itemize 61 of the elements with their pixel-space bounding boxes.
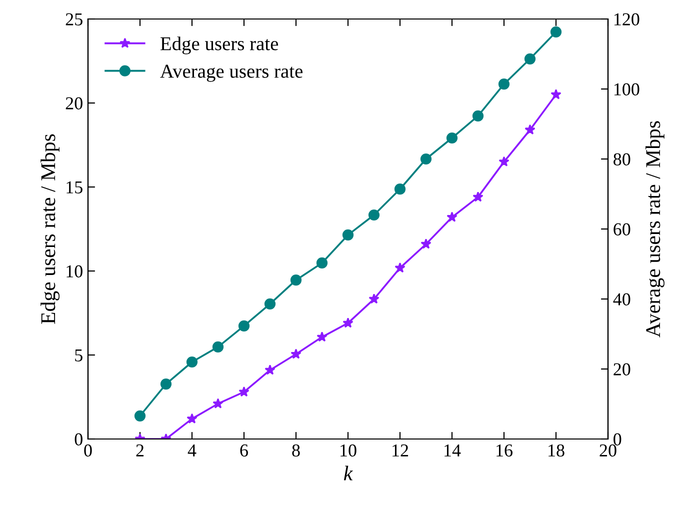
- point: [342, 318, 354, 328]
- point: [446, 132, 458, 144]
- x-axis-title: k: [344, 466, 353, 480]
- point: [498, 78, 510, 90]
- x-tick-label: 6: [240, 444, 248, 457]
- point: [264, 364, 276, 375]
- y2-tick-label: 100: [614, 83, 640, 96]
- point: [394, 184, 406, 195]
- point: [212, 398, 224, 408]
- point: [420, 153, 432, 165]
- x-tick-label: 12: [392, 444, 408, 456]
- y2-tick-label: 80: [614, 153, 630, 166]
- x-tick-label: 16: [496, 444, 512, 457]
- point: [498, 156, 510, 166]
- x-tick-label: 18: [548, 444, 564, 457]
- x-tick-label: 10: [340, 444, 356, 457]
- point: [472, 192, 484, 202]
- point: [186, 413, 198, 424]
- point: [446, 212, 458, 222]
- point: [316, 257, 328, 269]
- point: [368, 209, 380, 221]
- point: [550, 89, 562, 100]
- point: [238, 320, 250, 332]
- x-tick-label: 2: [136, 444, 144, 456]
- y-tick-label: 25: [66, 13, 82, 26]
- y-axis-title: Edge users rate / Mbps: [40, 134, 60, 324]
- y-tick-label: 10: [66, 265, 82, 278]
- point: [316, 331, 328, 342]
- y2-tick-label: 120: [614, 13, 640, 26]
- y2-tick-label: 60: [614, 223, 630, 236]
- point: [368, 294, 380, 304]
- point: [160, 378, 172, 390]
- x-tick-label: 20: [600, 444, 616, 457]
- legend-label: Edge users rate: [160, 36, 278, 54]
- y2-tick-label: 0: [614, 433, 622, 446]
- point: [264, 298, 276, 310]
- y2-axis-title: Average users rate / Mbps: [646, 121, 664, 338]
- point: [524, 124, 536, 135]
- point: [134, 410, 146, 422]
- y2-tick-label: 40: [613, 293, 630, 306]
- point: [472, 110, 484, 122]
- point: [290, 274, 302, 286]
- point: [342, 229, 354, 241]
- y2-tick-label: 20: [614, 363, 630, 376]
- point: [420, 238, 432, 249]
- y-tick-label: 5: [75, 349, 82, 362]
- point: [524, 53, 536, 64]
- x-tick-label: 0: [84, 444, 92, 457]
- point: [290, 348, 302, 359]
- point: [212, 341, 224, 353]
- y-tick-label: 0: [74, 433, 82, 446]
- legend-label: Average users rate: [160, 64, 303, 82]
- x-tick-label: 8: [292, 444, 300, 457]
- point: [186, 356, 198, 368]
- y-tick-label: 20: [66, 97, 82, 110]
- x-tick-label: 4: [188, 444, 196, 456]
- x-tick-label: 14: [444, 444, 461, 456]
- point: [394, 262, 406, 273]
- point: [550, 26, 562, 38]
- point: [238, 386, 250, 397]
- y-tick-label: 15: [66, 181, 82, 194]
